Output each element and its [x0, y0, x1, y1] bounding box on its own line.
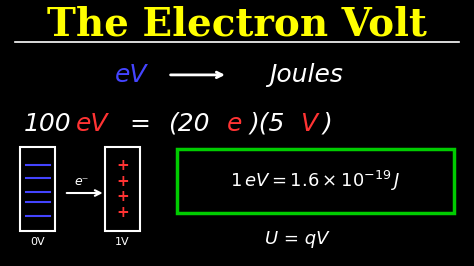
Text: e⁻: e⁻ — [74, 174, 89, 188]
Text: Joules: Joules — [269, 63, 343, 87]
Text: $1\,eV = 1.6\times10^{-19}\,J$: $1\,eV = 1.6\times10^{-19}\,J$ — [230, 169, 401, 193]
Text: V: V — [300, 112, 317, 136]
Text: +: + — [117, 158, 129, 173]
Text: +: + — [117, 189, 129, 205]
Text: U = qV: U = qV — [265, 230, 329, 248]
Text: The Electron Volt: The Electron Volt — [47, 6, 427, 43]
Text: ): ) — [322, 112, 332, 136]
Text: (20: (20 — [168, 112, 210, 136]
Text: eV: eV — [115, 63, 147, 87]
Text: )(5: )(5 — [249, 112, 285, 136]
Bar — [20, 147, 55, 231]
Text: =: = — [129, 112, 151, 136]
Text: e: e — [227, 112, 242, 136]
Text: eV: eV — [75, 112, 108, 136]
Bar — [106, 147, 140, 231]
Bar — [177, 149, 454, 213]
Text: +: + — [117, 205, 129, 221]
Text: +: + — [117, 173, 129, 189]
Text: 100: 100 — [24, 112, 72, 136]
Text: 0V: 0V — [30, 237, 45, 247]
Text: 1V: 1V — [115, 237, 130, 247]
